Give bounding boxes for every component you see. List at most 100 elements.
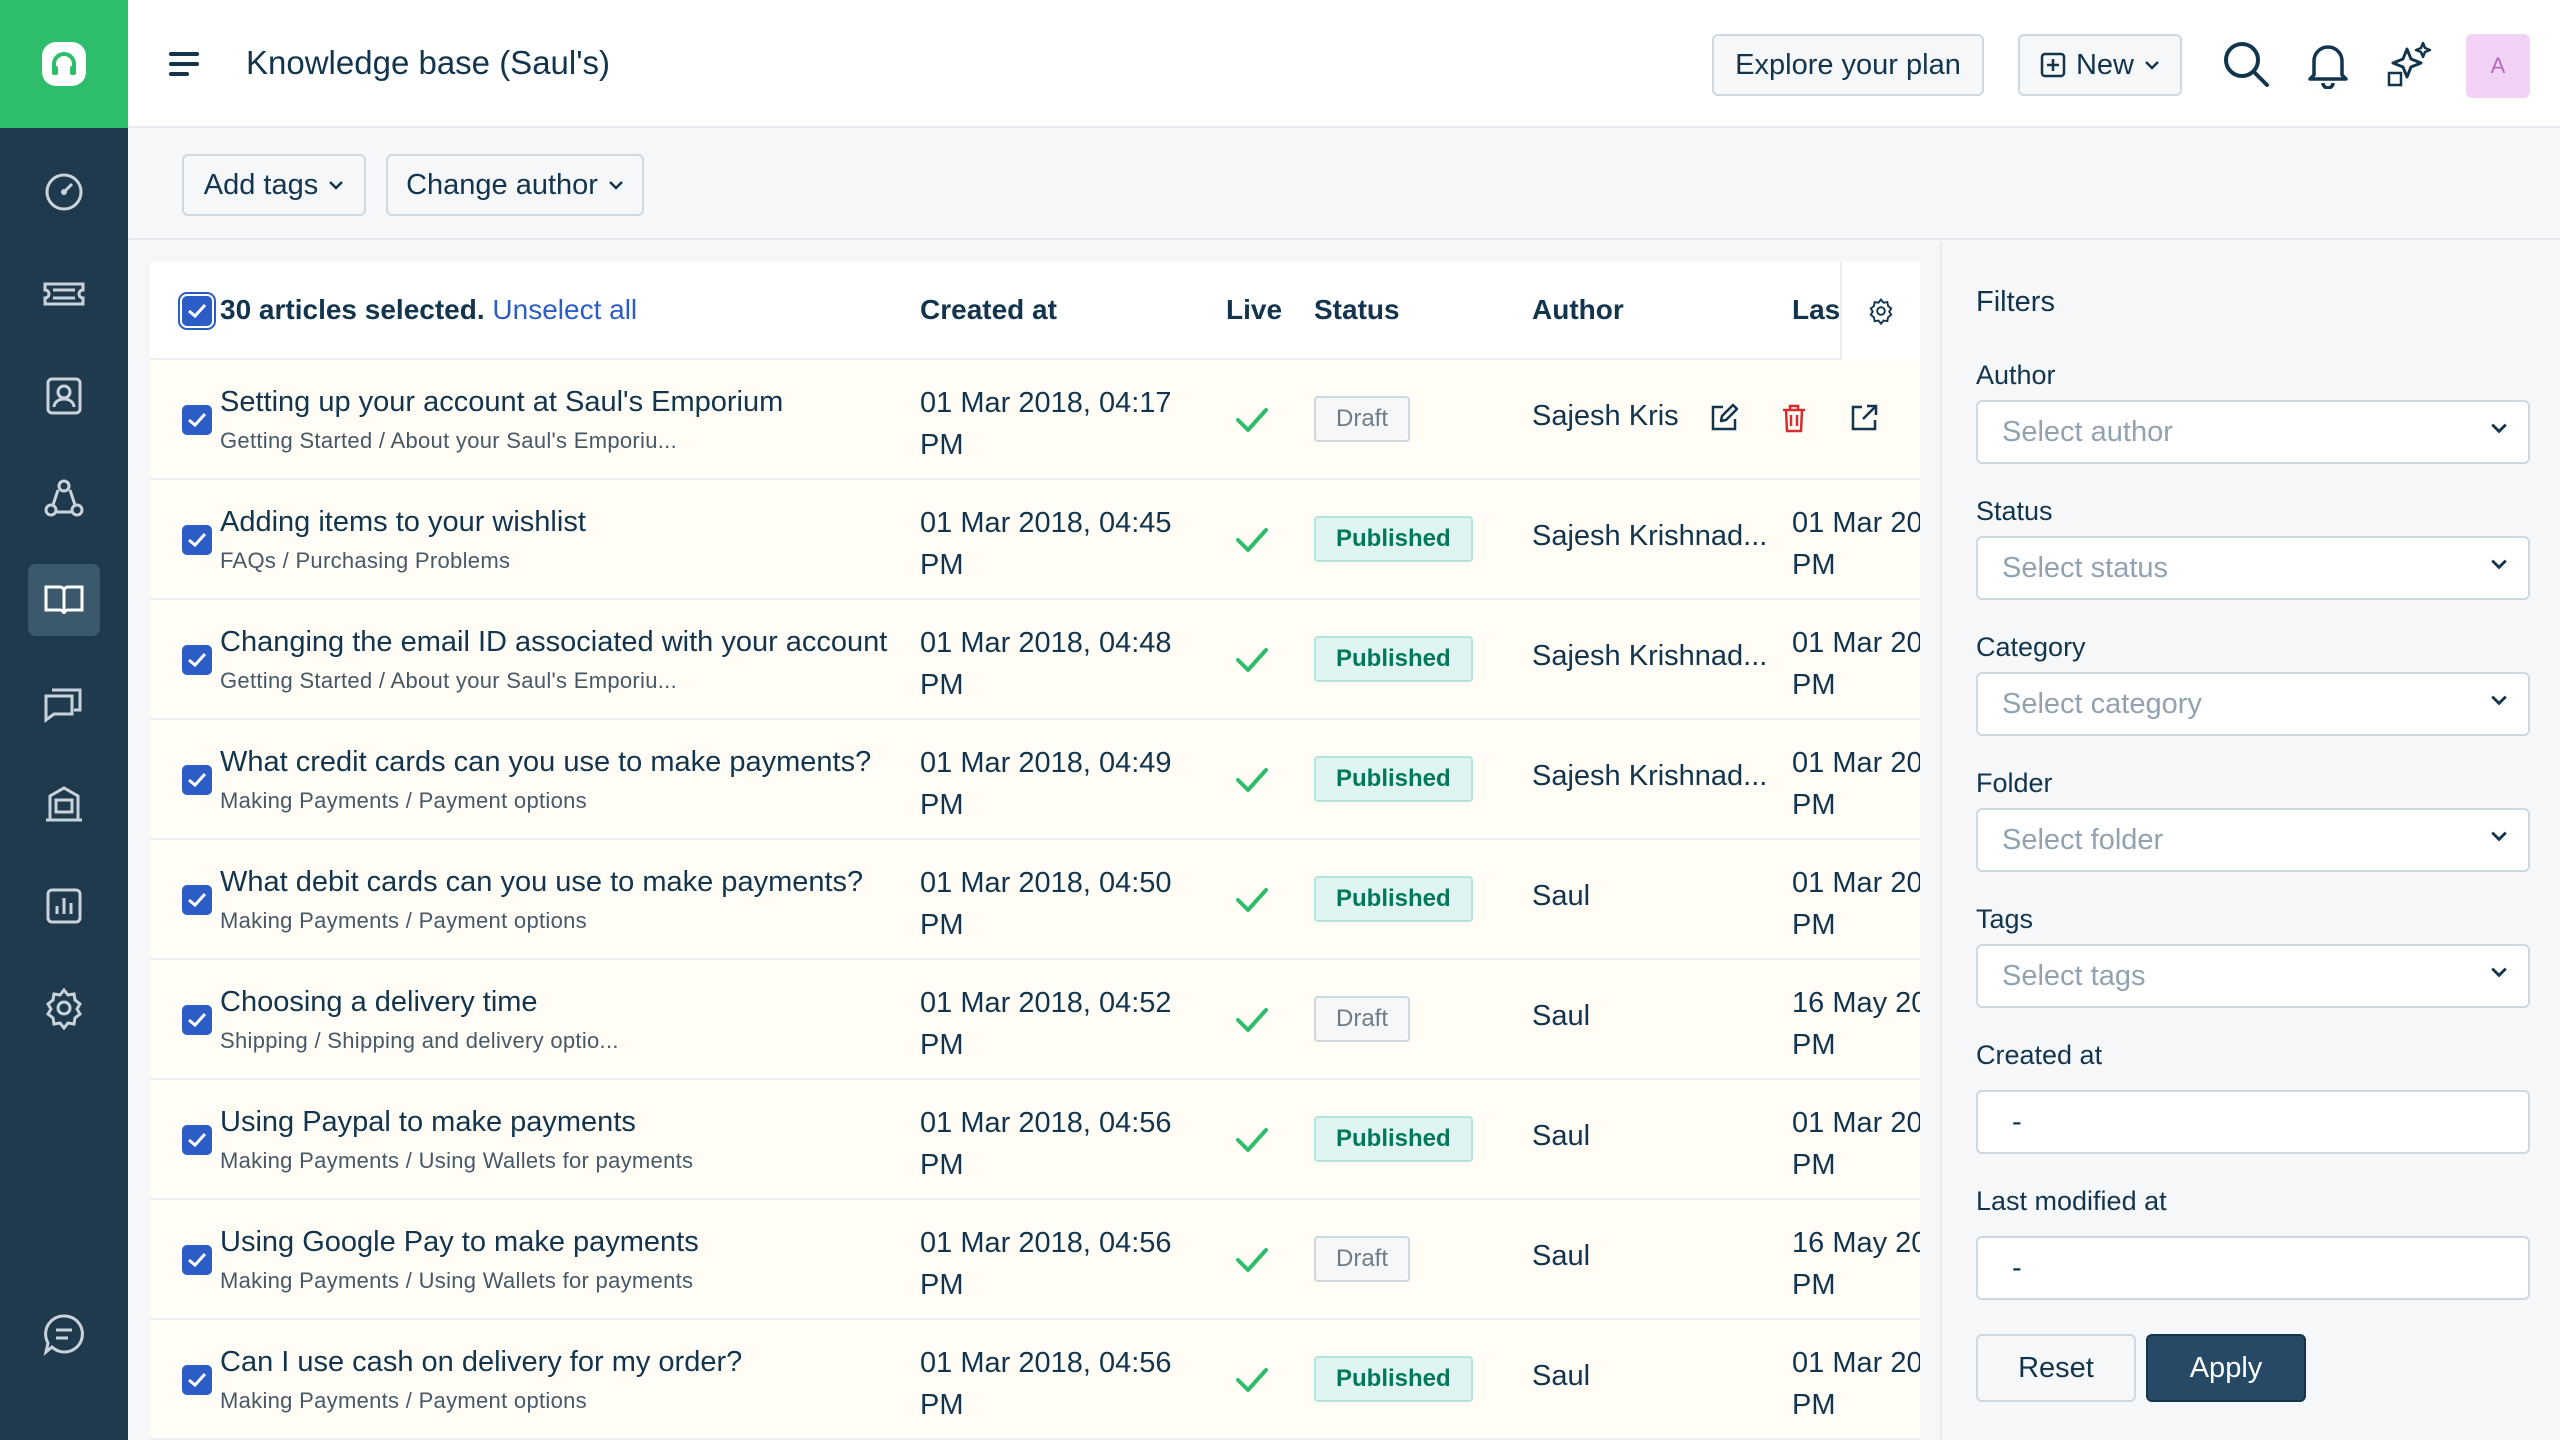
- contacts-icon: [46, 377, 82, 415]
- row-checkbox[interactable]: [182, 765, 212, 795]
- nav-settings[interactable]: [28, 972, 100, 1044]
- article-title[interactable]: What credit cards can you use to make pa…: [220, 746, 872, 778]
- table-header: 30 articles selected. Unselect all Creat…: [150, 262, 1920, 360]
- author-cell: Saul: [1532, 880, 1591, 912]
- filter-status-select[interactable]: Select status: [1976, 536, 2530, 600]
- notifications-button[interactable]: [2302, 38, 2354, 90]
- last-modified-date: 01 Mar 20: [1792, 867, 1920, 899]
- last-modified-cell: 16 May 20 PM: [1792, 1222, 1920, 1306]
- new-button-label: New: [2075, 48, 2134, 81]
- author-cell: Sajesh Krishnad...: [1532, 520, 1766, 552]
- nav-chat[interactable]: [28, 1298, 100, 1370]
- filter-folder-select[interactable]: Select folder: [1976, 808, 2530, 872]
- created-at-cell: 01 Mar 2018, 04:56 PM: [920, 1222, 1180, 1306]
- article-title[interactable]: Setting up your account at Saul's Empori…: [220, 386, 784, 418]
- ai-assistant-button[interactable]: [2384, 38, 2436, 90]
- row-checkbox[interactable]: [182, 885, 212, 915]
- row-checkbox[interactable]: [182, 405, 212, 435]
- table-row[interactable]: Changing the email ID associated with yo…: [150, 600, 1920, 720]
- table-row[interactable]: Setting up your account at Saul's Empori…: [150, 360, 1920, 480]
- add-tags-button[interactable]: Add tags: [182, 154, 366, 216]
- filter-tags-select[interactable]: Select tags: [1976, 944, 2530, 1008]
- column-settings-button[interactable]: [1840, 262, 1920, 360]
- chevron-down-icon: [329, 181, 344, 190]
- row-checkbox[interactable]: [182, 1125, 212, 1155]
- created-at-period: PM: [920, 549, 964, 581]
- table-row[interactable]: Adding items to your wishlist FAQs / Purc…: [150, 480, 1920, 600]
- avatar[interactable]: A: [2466, 34, 2530, 98]
- table-row[interactable]: Using Paypal to make payments Making Paym…: [150, 1080, 1920, 1200]
- created-at-period: PM: [920, 669, 964, 701]
- author-cell: Saul: [1532, 1000, 1591, 1032]
- apply-filters-button[interactable]: Apply: [2146, 1334, 2306, 1402]
- article-title[interactable]: Choosing a delivery time: [220, 986, 538, 1018]
- table-row[interactable]: Choosing a delivery time Shipping / Shipp…: [150, 960, 1920, 1080]
- column-live[interactable]: Live: [1226, 294, 1283, 325]
- edit-article-button[interactable]: [1704, 398, 1744, 438]
- checkmark-icon: [188, 532, 207, 548]
- nav-admin[interactable]: [28, 768, 100, 840]
- external-link-icon: [1851, 404, 1878, 431]
- row-checkbox[interactable]: [182, 525, 212, 555]
- live-check-icon: [1236, 888, 1268, 912]
- article-title[interactable]: Changing the email ID associated with yo…: [220, 626, 888, 658]
- search-button[interactable]: [2220, 38, 2272, 90]
- live-check-icon: [1236, 1128, 1268, 1152]
- article-title[interactable]: Can I use cash on delivery for my order?: [220, 1346, 743, 1378]
- article-title[interactable]: Using Paypal to make payments: [220, 1106, 636, 1138]
- created-at-date: 01 Mar 2018, 04:17: [920, 387, 1172, 419]
- nav-tickets[interactable]: [28, 258, 100, 330]
- chevron-down-icon: [2491, 831, 2507, 842]
- table-row[interactable]: What credit cards can you use to make pa…: [150, 720, 1920, 840]
- nav-groups[interactable]: [28, 462, 100, 534]
- nav-reports[interactable]: [28, 870, 100, 942]
- plus-square-icon: [2040, 52, 2066, 78]
- filter-folder-label: Folder: [1976, 768, 2053, 798]
- status-badge: Published: [1314, 1356, 1473, 1402]
- chevron-down-icon: [609, 181, 623, 190]
- nav-solutions[interactable]: [28, 564, 100, 636]
- created-at-date: 01 Mar 2018, 04:49: [920, 747, 1172, 779]
- filter-modified-range[interactable]: -: [1976, 1236, 2530, 1300]
- nav-dashboard[interactable]: [28, 156, 100, 228]
- unselect-all-link[interactable]: Unselect all: [492, 294, 638, 325]
- delete-article-button[interactable]: [1774, 398, 1814, 438]
- open-article-button[interactable]: [1844, 398, 1884, 438]
- table-row[interactable]: Using Google Pay to make payments Making …: [150, 1200, 1920, 1320]
- live-check-icon: [1236, 528, 1268, 552]
- checkmark-icon: [188, 1132, 207, 1148]
- last-modified-cell: 01 Mar 20 PM: [1792, 862, 1920, 946]
- search-icon: [2224, 42, 2269, 87]
- column-author[interactable]: Author: [1532, 294, 1624, 325]
- nav-forums[interactable]: [28, 666, 100, 738]
- filters-panel: Filters Author Select author Status Sele…: [1940, 242, 2560, 1440]
- nav-contacts[interactable]: [28, 360, 100, 432]
- row-checkbox[interactable]: [182, 645, 212, 675]
- table-row[interactable]: Can I use cash on delivery for my order?…: [150, 1320, 1920, 1440]
- article-title[interactable]: Adding items to your wishlist: [220, 506, 586, 538]
- column-status[interactable]: Status: [1314, 294, 1400, 325]
- reset-filters-button[interactable]: Reset: [1976, 1334, 2136, 1402]
- article-title[interactable]: Using Google Pay to make payments: [220, 1226, 699, 1258]
- column-created-at[interactable]: Created at: [920, 294, 1057, 325]
- menu-toggle-button[interactable]: [164, 44, 204, 84]
- new-button[interactable]: New: [2018, 34, 2182, 96]
- column-last-modified[interactable]: Last: [1792, 294, 1850, 325]
- hamburger-menu-icon: [169, 52, 199, 76]
- explore-plan-button[interactable]: Explore your plan: [1712, 34, 1984, 96]
- change-author-button[interactable]: Change author: [386, 154, 644, 216]
- row-checkbox[interactable]: [182, 1005, 212, 1035]
- app-logo[interactable]: [0, 0, 128, 128]
- table-row[interactable]: What debit cards can you use to make pay…: [150, 840, 1920, 960]
- filter-author-select[interactable]: Select author: [1976, 400, 2530, 464]
- article-path: Making Payments / Using Wallets for paym…: [220, 1268, 694, 1293]
- row-checkbox[interactable]: [182, 1245, 212, 1275]
- created-at-cell: 01 Mar 2018, 04:49 PM: [920, 742, 1180, 826]
- article-title[interactable]: What debit cards can you use to make pay…: [220, 866, 864, 898]
- created-at-period: PM: [920, 429, 964, 461]
- row-checkbox[interactable]: [182, 1365, 212, 1395]
- filter-category-select[interactable]: Select category: [1976, 672, 2530, 736]
- author-cell: Saul: [1532, 1360, 1591, 1392]
- filter-created-range[interactable]: -: [1976, 1090, 2530, 1154]
- select-all-checkbox[interactable]: [178, 292, 216, 330]
